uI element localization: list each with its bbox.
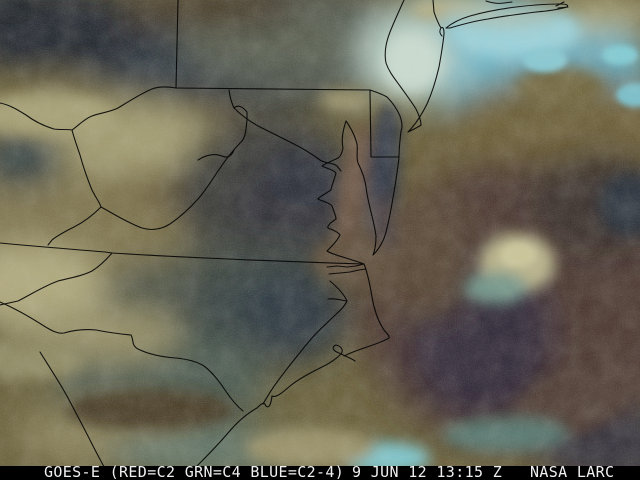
timestamp-label: 9 JUN 12 13:15 Z — [352, 463, 503, 480]
pixel-grain-texture — [0, 0, 640, 466]
state-borders-overlay — [0, 0, 569, 466]
product-label: GOES-E (RED=C2 GRN=C4 BLUE=C2-4) — [44, 463, 345, 480]
status-bar: GOES-E (RED=C2 GRN=C4 BLUE=C2-4) 9 JUN 1… — [0, 463, 640, 480]
credit-label: NASA LARC — [530, 463, 615, 480]
satellite-image — [0, 0, 640, 466]
